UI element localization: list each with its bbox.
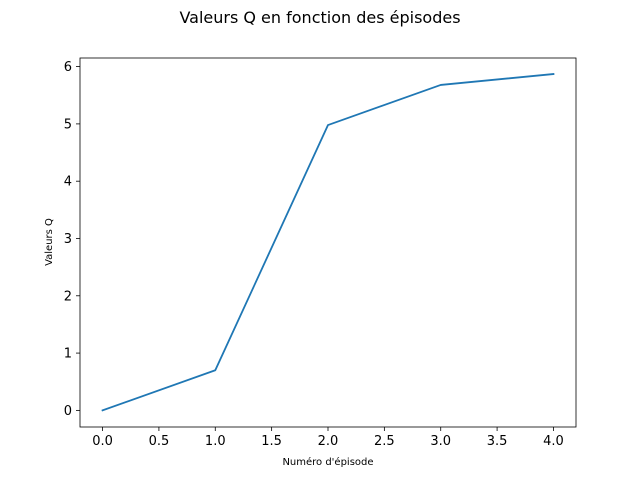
x-tick-label: 3.5 xyxy=(487,434,508,449)
plot-frame xyxy=(79,57,577,428)
y-axis-label: Valeurs Q xyxy=(44,218,55,266)
x-tick-label: 1.0 xyxy=(205,434,226,449)
series-line xyxy=(101,73,555,412)
x-tick-label: 1.5 xyxy=(261,434,282,449)
y-tick-label: 6 xyxy=(64,60,72,75)
series-layer xyxy=(101,73,555,412)
chart-title: Valeurs Q en fonction des épisodes xyxy=(179,8,460,27)
y-tick-label: 4 xyxy=(64,175,72,190)
x-tick-label: 0.5 xyxy=(149,434,170,449)
x-axis-label: Numéro d'épisode xyxy=(282,456,373,468)
x-tick-label: 2.0 xyxy=(318,434,339,449)
y-tick-label: 2 xyxy=(64,289,72,304)
x-tick-label: 0.0 xyxy=(92,434,113,449)
x-tick-label: 4.0 xyxy=(543,434,564,449)
y-tick-label: 5 xyxy=(64,117,72,132)
y-tick-label: 3 xyxy=(64,232,72,247)
y-tick-label: 0 xyxy=(64,404,72,419)
y-axis-ticks: 0 1 2 3 4 5 6 xyxy=(64,60,80,419)
x-tick-label: 3.0 xyxy=(430,434,451,449)
x-tick-label: 2.5 xyxy=(374,434,395,449)
x-axis-ticks: 0.0 0.5 1.0 1.5 2.0 2.5 3.0 3.5 4.0 xyxy=(92,427,564,449)
y-tick-label: 1 xyxy=(64,347,72,362)
plot-area xyxy=(80,58,576,427)
